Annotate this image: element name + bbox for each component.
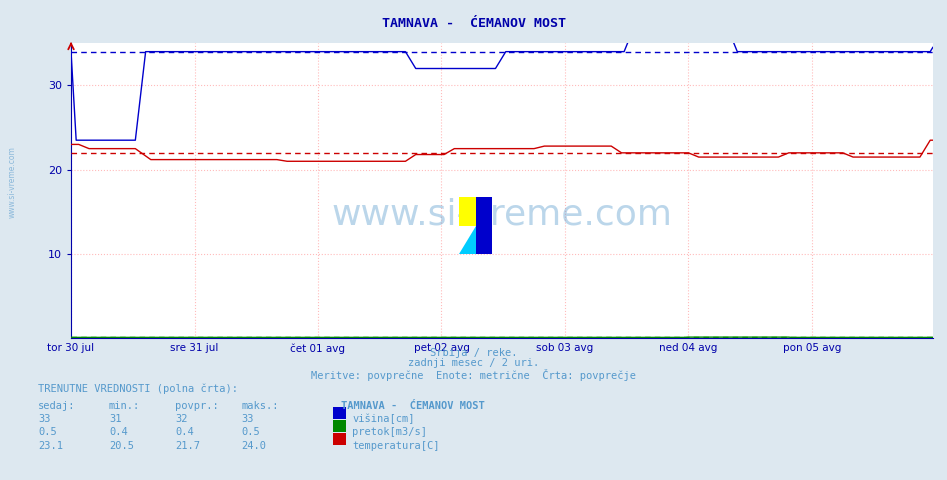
Text: www.si-vreme.com: www.si-vreme.com	[331, 197, 672, 231]
Text: 24.0: 24.0	[241, 441, 266, 451]
Text: 33: 33	[38, 414, 50, 424]
Text: TAMNAVA -  ĆEMANOV MOST: TAMNAVA - ĆEMANOV MOST	[382, 17, 565, 30]
Text: 32: 32	[175, 414, 188, 424]
Text: 23.1: 23.1	[38, 441, 63, 451]
Bar	[476, 197, 492, 254]
Text: TRENUTNE VREDNOSTI (polna črta):: TRENUTNE VREDNOSTI (polna črta):	[38, 384, 238, 395]
Text: 20.5: 20.5	[109, 441, 134, 451]
Text: sedaj:: sedaj:	[38, 401, 76, 411]
Text: zadnji mesec / 2 uri.: zadnji mesec / 2 uri.	[408, 358, 539, 368]
Text: 0.4: 0.4	[175, 427, 194, 437]
Text: 0.5: 0.5	[241, 427, 260, 437]
Text: Srbija / reke.: Srbija / reke.	[430, 348, 517, 358]
Text: temperatura[C]: temperatura[C]	[352, 441, 439, 451]
Text: višina[cm]: višina[cm]	[352, 414, 415, 424]
Text: 21.7: 21.7	[175, 441, 200, 451]
Text: maks.:: maks.:	[241, 401, 279, 411]
Text: 33: 33	[241, 414, 254, 424]
Polygon shape	[459, 226, 476, 254]
Text: povpr.:: povpr.:	[175, 401, 219, 411]
Text: pretok[m3/s]: pretok[m3/s]	[352, 427, 427, 437]
Text: www.si-vreme.com: www.si-vreme.com	[8, 146, 17, 218]
Text: min.:: min.:	[109, 401, 140, 411]
Bar	[459, 197, 476, 226]
Text: Meritve: povprečne  Enote: metrične  Črta: povprečje: Meritve: povprečne Enote: metrične Črta:…	[311, 369, 636, 381]
Text: 0.5: 0.5	[38, 427, 57, 437]
Text: 31: 31	[109, 414, 121, 424]
Text: 0.4: 0.4	[109, 427, 128, 437]
Text: TAMNAVA -  ĆEMANOV MOST: TAMNAVA - ĆEMANOV MOST	[341, 401, 485, 411]
